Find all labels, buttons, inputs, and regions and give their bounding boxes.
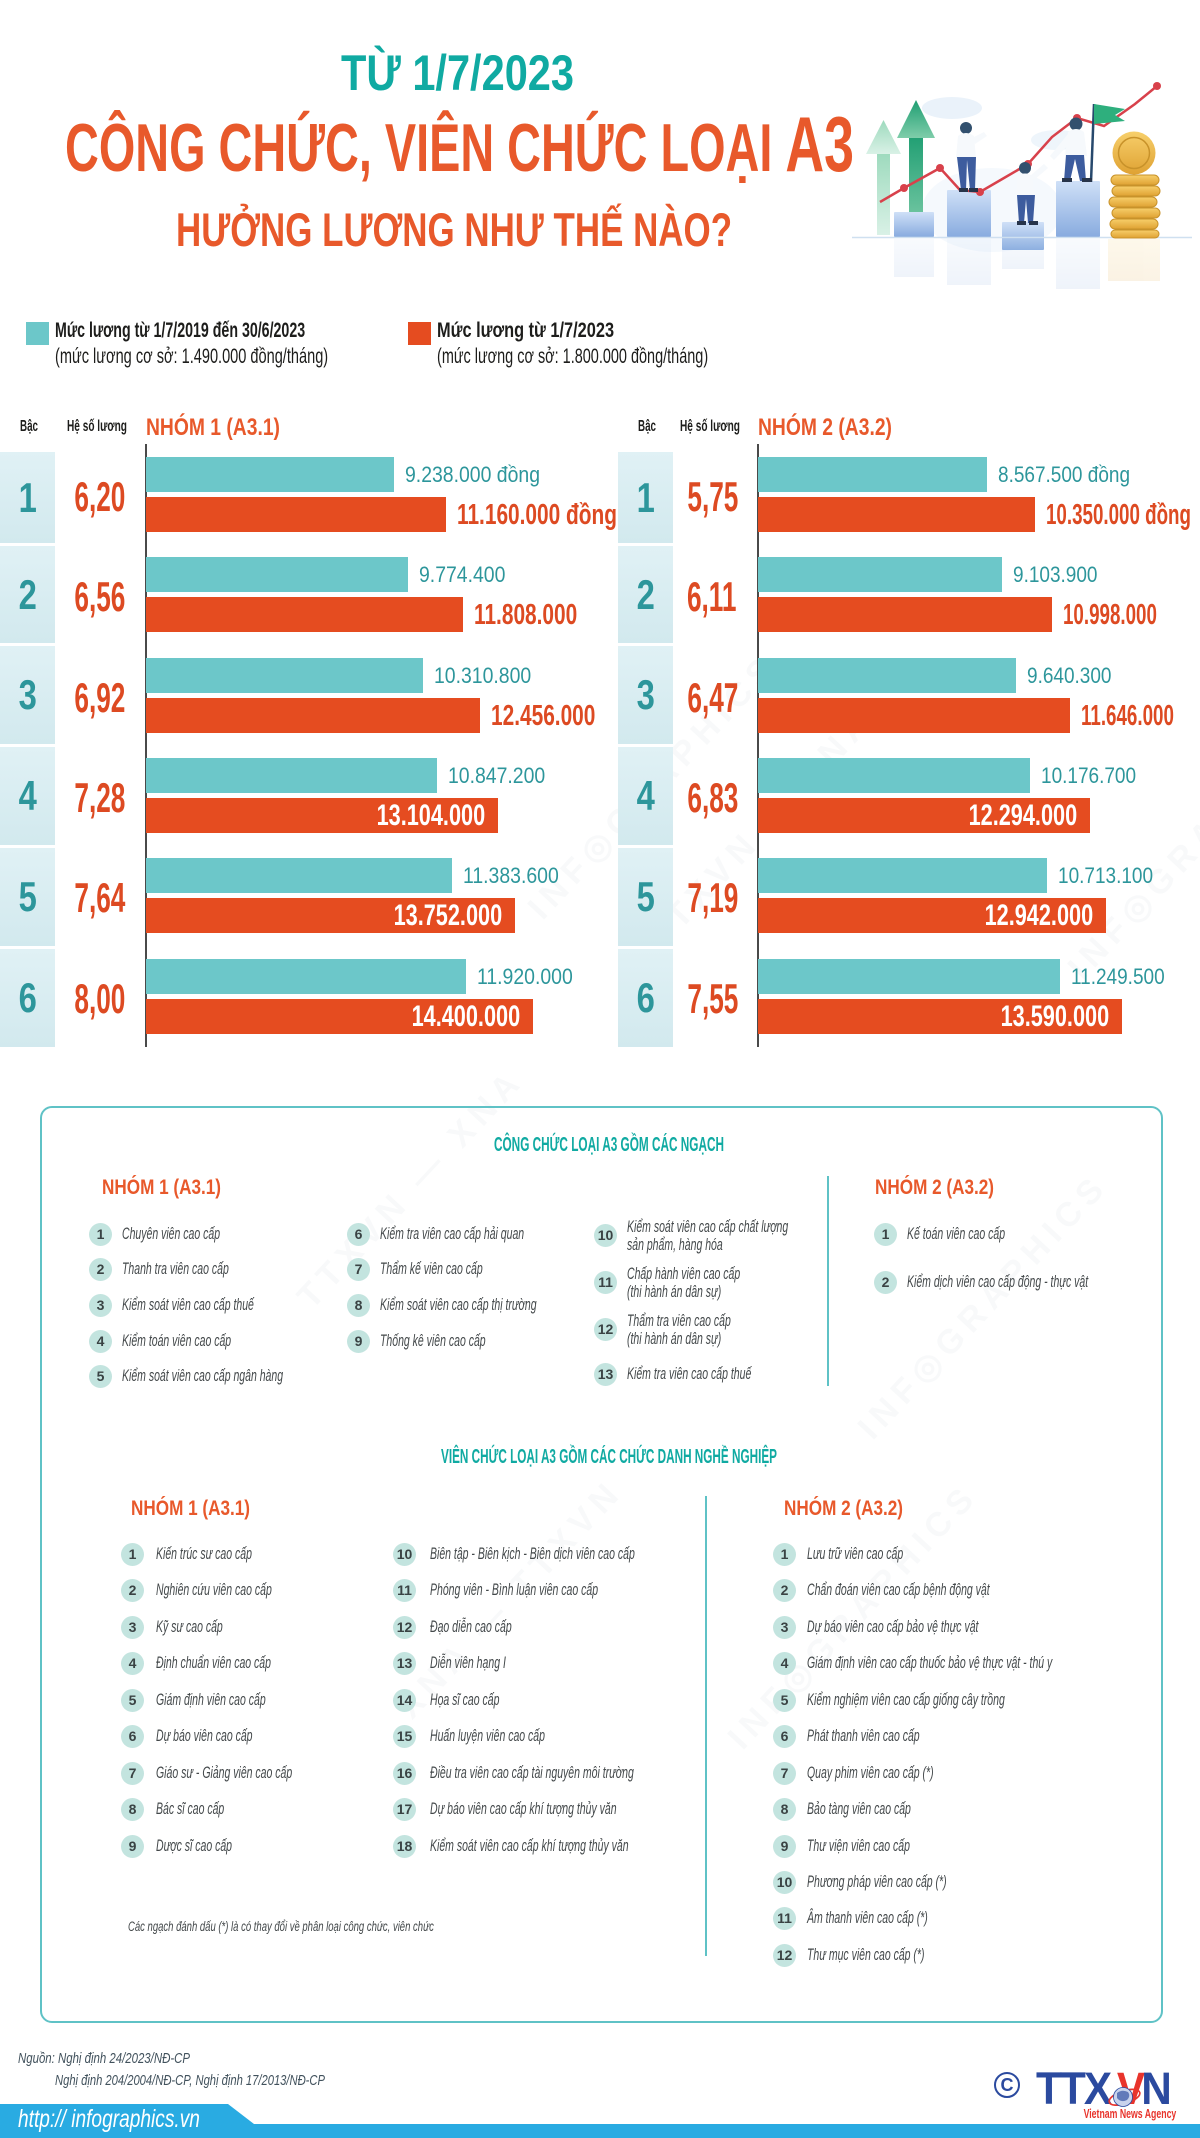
svg-text:Vietnam News Agency: Vietnam News Agency <box>1084 2108 1177 2122</box>
svg-text:TTX: TTX <box>1036 2068 1112 2114</box>
svg-text:N: N <box>1141 2068 1170 2114</box>
